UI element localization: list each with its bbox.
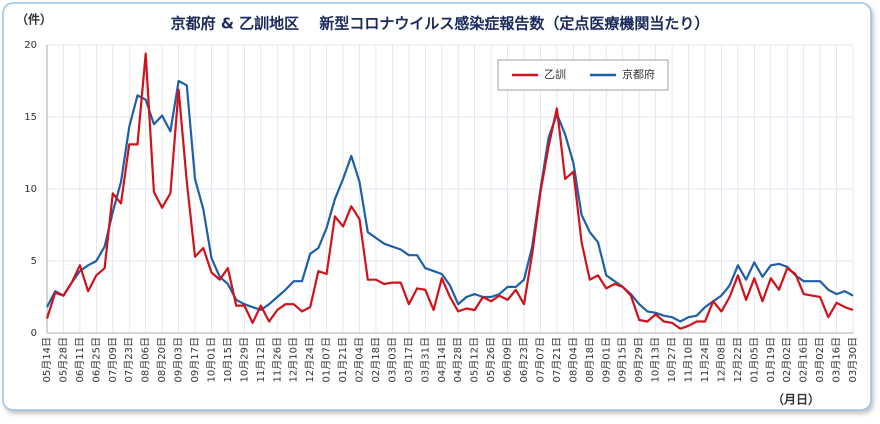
plot xyxy=(45,52,854,330)
legend-label: 乙訓 xyxy=(544,67,566,81)
x-tick-label: 04月28日 xyxy=(452,337,464,382)
y-tick-label: 10 xyxy=(24,184,37,195)
x-tick-label: 05月26日 xyxy=(485,337,497,382)
x-tick-label: 02月18日 xyxy=(370,337,382,382)
x-tick-label: 11月10日 xyxy=(683,337,695,382)
x-tick-label: 03月17日 xyxy=(403,337,415,382)
x-tick-label: 05月28日 xyxy=(57,337,69,382)
x-tick-label: 07月21日 xyxy=(551,337,563,382)
x-tick-label: 12月08日 xyxy=(715,337,727,382)
x-tick-label: 01月07日 xyxy=(321,337,333,382)
x-tick-label: 05月12日 xyxy=(469,337,481,382)
x-tick-label: 12月22日 xyxy=(732,337,744,382)
x-tick-label: 12月24日 xyxy=(304,337,316,382)
x-tick-label: 10月27日 xyxy=(666,337,678,382)
x-tick-label: 06月11日 xyxy=(74,337,86,382)
x-tick-label: 10月13日 xyxy=(650,337,662,382)
chart-title: 京都府 & 乙訓地区 新型コロナウイルス感染症報告数（定点医療機関当たり） xyxy=(171,15,710,33)
y-tick-label: 0 xyxy=(31,328,37,339)
series-line xyxy=(45,52,854,330)
x-tick-label: 06月25日 xyxy=(90,337,102,382)
x-tick-label: 05月14日 xyxy=(41,337,53,382)
x-tick-label: 09月03日 xyxy=(173,337,185,382)
x-tick-label: 08月20日 xyxy=(156,337,168,382)
x-tick-label: 01月05日 xyxy=(748,337,760,382)
x-tick-label: 08月04日 xyxy=(567,337,579,382)
x-tick-label: 01月19日 xyxy=(765,337,777,382)
x-tick-label: 03月31日 xyxy=(419,337,431,382)
grid: 0 5 10 15 20 05月14日 05月28日 06月11日 06月25日 07月09日 07… xyxy=(24,40,859,382)
y-tick-label: 20 xyxy=(24,40,37,51)
x-tick-label: 09月17日 xyxy=(189,337,201,382)
x-tick-label: 07月23日 xyxy=(123,337,135,382)
x-tick-label: 03月16日 xyxy=(831,337,843,382)
x-tick-label: 09月29日 xyxy=(633,337,645,382)
x-tick-label: 10月29日 xyxy=(238,337,250,382)
x-tick-label: 12月10日 xyxy=(288,337,300,382)
legend: 乙訓 京都府 xyxy=(512,67,655,81)
x-tick-label: 11月26日 xyxy=(271,337,283,382)
series-line xyxy=(46,79,854,323)
x-tick-label: 03月03日 xyxy=(386,337,398,382)
x-tick-label: 03月02日 xyxy=(814,337,826,382)
x-tick-label: 07月09日 xyxy=(107,337,119,382)
y-unit: （件） xyxy=(16,12,52,27)
x-tick-label: 06月09日 xyxy=(502,337,514,382)
x-tick-label: 02月02日 xyxy=(781,337,793,382)
x-tick-label: 02月04日 xyxy=(354,337,366,382)
x-tick-label: 03月30日 xyxy=(847,337,859,382)
y-tick-label: 15 xyxy=(24,112,37,123)
y-tick-label: 5 xyxy=(31,256,37,267)
frame xyxy=(2,2,872,411)
x-tick-label: 08月06日 xyxy=(140,337,152,382)
x-tick-label: 09月01日 xyxy=(600,337,612,382)
x-tick-label: 10月15日 xyxy=(222,337,234,382)
x-tick-label: 11月24日 xyxy=(699,337,711,382)
x-tick-label: 08月18日 xyxy=(584,337,596,382)
legend-label: 京都府 xyxy=(622,67,655,81)
x-tick-label: 01月21日 xyxy=(337,337,349,382)
x-tick-label: 11月12日 xyxy=(255,337,267,382)
x-tick-label: 10月01日 xyxy=(205,337,217,382)
x-tick-label: 04月14日 xyxy=(436,337,448,382)
x-unit: （月日） xyxy=(772,392,820,407)
x-tick-label: 02月16日 xyxy=(798,337,810,382)
x-tick-label: 09月15日 xyxy=(617,337,629,382)
x-tick-label: 06月23日 xyxy=(518,337,530,382)
x-tick-label: 07月07日 xyxy=(534,337,546,382)
